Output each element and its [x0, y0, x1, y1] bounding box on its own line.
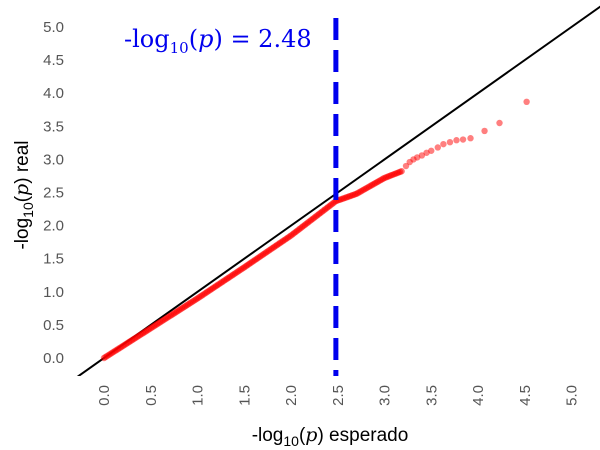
data-point: [398, 168, 405, 175]
x-tick-label: 4.0: [470, 385, 487, 406]
y-tick-label: 3.0: [43, 151, 64, 168]
x-tick-label: 1.5: [236, 385, 253, 406]
data-point: [446, 138, 454, 146]
x-tick-label: 2.0: [283, 385, 300, 406]
y-tick-label: 4.0: [43, 85, 64, 102]
x-tick-label: 3.0: [377, 385, 394, 406]
data-point: [467, 135, 474, 142]
x-tick-label: 2.5: [330, 385, 347, 406]
y-tick-label: 1.0: [43, 284, 64, 301]
x-tick-label: 0.5: [143, 385, 160, 406]
x-tick-label: 4.5: [517, 385, 534, 406]
data-point: [418, 152, 426, 159]
data-point: [440, 140, 447, 148]
data-points-layer: [100, 98, 530, 362]
y-tick-label: 0.0: [43, 350, 64, 367]
y-tick-label: 0.5: [43, 317, 64, 334]
data-point: [453, 137, 460, 144]
x-tick-label: 0.0: [96, 385, 113, 406]
y-tick-labels: 0.0 0.5 1.0 1.5 2.0 2.5 3.0 3.5 4.0 4.5 5.0: [43, 19, 64, 367]
x-tick-label: 1.0: [190, 385, 207, 406]
data-point: [496, 119, 503, 127]
x-tick-labels: 0.0 0.5 1.0 1.5 2.0 2.5 3.0 3.5 4.0 4.5 5.0: [96, 385, 581, 406]
x-axis-title: -log10(p) esperado: [252, 424, 409, 449]
data-point: [523, 98, 530, 106]
data-point: [459, 136, 467, 143]
data-point: [428, 147, 435, 154]
y-tick-label: 1.5: [43, 251, 64, 268]
y-tick-label: 5.0: [43, 19, 64, 36]
y-tick-label: 4.5: [43, 52, 64, 69]
y-tick-label: 2.0: [43, 218, 64, 235]
y-tick-label: 2.5: [43, 185, 64, 202]
x-tick-label: 5.0: [564, 385, 581, 406]
y-tick-label: 3.5: [43, 118, 64, 135]
threshold-annotation: -log10(p) = 2.48: [124, 25, 312, 57]
x-tick-label: 3.5: [423, 385, 440, 406]
data-point: [434, 144, 441, 151]
data-point: [481, 127, 488, 135]
y-axis-title: -log10(p) real: [11, 140, 36, 249]
